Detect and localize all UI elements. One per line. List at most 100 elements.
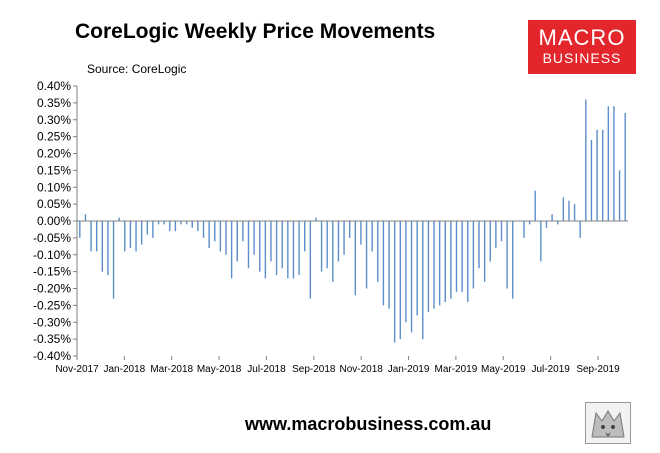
bar (247, 221, 250, 269)
bar (495, 221, 497, 248)
bar (253, 221, 255, 255)
x-tick-label: Jan-2019 (388, 364, 430, 375)
bar (371, 221, 373, 252)
bar (410, 221, 413, 333)
x-tick-label: Mar-2018 (150, 364, 193, 375)
x-tick-label: Jul-2019 (531, 364, 570, 375)
bar (500, 221, 503, 242)
x-axis-ticks: Nov-2017 Jan-2018 Mar-2018 May-2018 Jul-2018… (55, 356, 620, 375)
footer-url: www.macrobusiness.com.au (245, 414, 492, 434)
x-tick-label: Mar-2019 (435, 364, 478, 375)
x-tick-label: Nov-2017 (55, 364, 99, 375)
bar (90, 221, 92, 252)
bar (275, 221, 278, 275)
bar (157, 221, 160, 225)
bar (236, 221, 238, 262)
bar (124, 221, 126, 252)
bar (472, 221, 475, 289)
bar (315, 217, 317, 221)
bar (557, 221, 559, 225)
bar (618, 170, 621, 221)
bar (478, 221, 480, 269)
bar (146, 221, 148, 235)
bar (427, 221, 430, 313)
bar (287, 221, 289, 279)
bar (112, 221, 115, 299)
bar (281, 221, 283, 269)
bar (214, 221, 216, 242)
bar (388, 221, 390, 309)
bar (343, 221, 345, 255)
bar (101, 221, 104, 272)
bar (163, 221, 165, 225)
x-tick-label: May-2018 (197, 364, 242, 375)
bar (225, 221, 227, 255)
x-tick-label: Sep-2018 (292, 364, 336, 375)
bar (332, 221, 334, 282)
bar (433, 221, 435, 309)
bar (540, 221, 542, 262)
bar (152, 221, 154, 238)
bar (180, 221, 182, 225)
bar (483, 221, 486, 282)
x-tick-label: May-2019 (481, 364, 526, 375)
y-axis-ticks: 0.40% 0.35% 0.30% 0.25% 0.20% 0.15% 0.10% 0.05%… (33, 79, 77, 363)
bar (107, 221, 109, 275)
x-tick-label: Sep-2019 (576, 364, 620, 375)
y-tick-label: -0.40% (33, 349, 71, 363)
bar (174, 221, 177, 232)
bar (326, 221, 328, 269)
logo-line1: MACRO (538, 25, 626, 50)
y-tick-label: 0.15% (37, 163, 71, 177)
y-tick-label: 0.35% (37, 96, 71, 110)
y-tick-label: 0.10% (37, 180, 71, 194)
y-tick-label: -0.25% (33, 298, 71, 312)
y-tick-label: -0.20% (33, 282, 71, 296)
bar (551, 214, 553, 221)
bar (337, 221, 340, 262)
bar (562, 197, 565, 221)
bar (573, 204, 576, 221)
bar (197, 221, 199, 232)
bar (438, 221, 441, 306)
logo-line2: BUSINESS (542, 50, 622, 66)
bar (242, 221, 244, 242)
bar (135, 221, 137, 252)
bar (292, 221, 295, 279)
y-tick-label: -0.30% (33, 315, 71, 329)
bar (607, 106, 610, 221)
x-tick-label: Nov-2018 (340, 364, 384, 375)
bar (360, 221, 362, 245)
bar (264, 221, 267, 279)
bar (405, 221, 407, 323)
bar (118, 217, 120, 221)
page-title: CoreLogic Weekly Price Movements (75, 20, 436, 43)
x-tick-label: Jul-2018 (247, 364, 286, 375)
y-tick-label: 0.25% (37, 130, 71, 144)
bar-series (79, 99, 626, 343)
bar (601, 129, 604, 221)
bar (377, 221, 379, 282)
bar (455, 221, 458, 292)
bar (169, 221, 171, 232)
bar (422, 221, 424, 340)
bar (545, 221, 548, 228)
y-tick-label: -0.10% (33, 248, 71, 262)
bar (590, 140, 593, 221)
bar (320, 221, 323, 272)
bar (219, 221, 222, 252)
bar (95, 221, 98, 252)
bar (461, 221, 463, 292)
bar (613, 106, 615, 221)
y-tick-label: 0.30% (37, 113, 71, 127)
bar (365, 221, 368, 289)
chart-source: Source: CoreLogic (87, 62, 187, 76)
bar (208, 221, 210, 248)
bar (230, 221, 233, 279)
bar (467, 221, 469, 302)
bar (191, 221, 193, 228)
y-tick-label: -0.15% (33, 265, 71, 279)
bar (348, 221, 351, 238)
y-tick-label: 0.40% (37, 79, 71, 93)
